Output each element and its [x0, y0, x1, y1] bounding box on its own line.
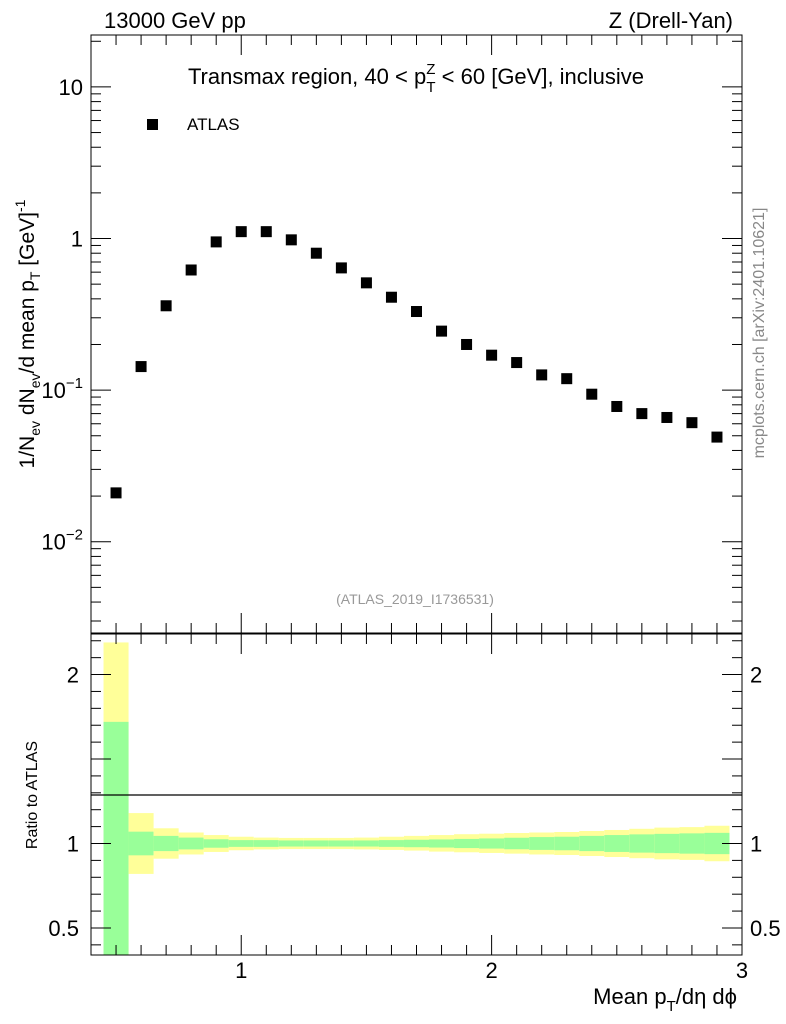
stat-uncertainty-band — [153, 835, 179, 852]
stat-uncertainty-band — [278, 840, 304, 847]
main-y-tick-label: 10−1 — [41, 375, 83, 403]
ratio-ylabel: Ratio to ATLAS — [24, 741, 41, 849]
data-point — [436, 325, 448, 337]
stat-uncertainty-band — [654, 833, 680, 854]
data-point — [260, 226, 272, 238]
ratio-y-tick-label-right: 1 — [750, 831, 762, 856]
main-ylabel: 1/Nev dNev/d mean pT [GeV]-1 — [12, 199, 43, 468]
main-marks — [110, 226, 723, 499]
data-point — [135, 361, 147, 373]
data-point — [561, 373, 573, 385]
data-point — [335, 262, 347, 274]
stat-uncertainty-band — [629, 834, 655, 853]
x-tick-label: 2 — [485, 958, 497, 983]
x-tick-label: 3 — [736, 958, 748, 983]
data-point — [486, 349, 498, 361]
ratio-panel: 2 2 1 1 0.5 0.5 1 2 3 — [48, 633, 781, 983]
data-point — [611, 400, 623, 412]
data-point — [536, 369, 548, 381]
stat-uncertainty-band — [579, 835, 605, 852]
data-point — [636, 408, 648, 420]
stat-uncertainty-band — [353, 840, 379, 847]
legend-label: ATLAS — [187, 115, 240, 134]
stat-uncertainty-band — [228, 840, 254, 847]
stat-uncertainty-band — [103, 721, 129, 955]
title-sub: T — [426, 79, 435, 96]
data-point — [586, 388, 598, 400]
data-point — [411, 306, 422, 318]
stat-uncertainty-band — [203, 839, 229, 848]
stat-uncertainty-band — [128, 831, 154, 856]
header-right: Z (Drell-Yan) — [609, 8, 733, 33]
data-point — [210, 236, 222, 248]
ratio-y-tick-label-left: 1 — [67, 831, 79, 856]
data-point — [110, 487, 122, 499]
header-left: 13000 GeV pp — [104, 8, 246, 33]
main-y-tick-label: 10 — [59, 75, 83, 100]
stat-uncertainty-band — [328, 840, 354, 847]
data-point — [310, 247, 322, 259]
analysis-reference: (ATLAS_2019_I1736531) — [336, 591, 494, 607]
data-point — [285, 234, 297, 246]
data-point — [686, 417, 698, 429]
main-y-tick-label: 1 — [71, 227, 83, 252]
main-ticks: 10 1 10−1 10−2 — [41, 35, 743, 633]
legend-marker — [147, 119, 158, 130]
main-title: Transmax region, 40 < pZ T < 60 [GeV], in… — [188, 61, 644, 96]
ratio-bands — [103, 642, 730, 955]
data-point — [711, 431, 723, 443]
ratio-y-tick-label-left: 2 — [67, 663, 79, 688]
stat-uncertainty-band — [604, 835, 630, 852]
stat-uncertainty-band — [479, 838, 505, 849]
data-point — [360, 277, 372, 289]
stat-uncertainty-band — [554, 836, 580, 851]
data-point — [160, 300, 172, 312]
stat-uncertainty-band — [303, 840, 329, 847]
stat-uncertainty-band — [253, 840, 279, 847]
stat-uncertainty-band — [679, 833, 705, 854]
ratio-ticks: 2 2 1 1 0.5 0.5 1 2 3 — [48, 634, 781, 983]
stat-uncertainty-band — [504, 837, 530, 850]
data-point — [385, 291, 397, 303]
stat-uncertainty-band — [429, 839, 455, 848]
title-sup: Z — [426, 61, 435, 78]
main-panel: 10 1 10−1 10−2 — [41, 34, 743, 634]
x-axis-label: Mean pT/dη dϕ — [593, 984, 737, 1015]
ratio-y-tick-label-right: 0.5 — [750, 916, 781, 941]
stat-uncertainty-band — [529, 837, 555, 850]
stat-uncertainty-band — [178, 837, 204, 850]
side-label: mcplots.cern.ch [arXiv:2401.10621] — [751, 208, 768, 459]
stat-uncertainty-band — [454, 838, 480, 849]
x-tick-label: 1 — [235, 958, 247, 983]
ratio-y-tick-label-right: 2 — [750, 663, 762, 688]
data-point — [235, 226, 247, 238]
data-point — [511, 357, 523, 369]
ratio-y-tick-label-left: 0.5 — [48, 916, 79, 941]
stat-uncertainty-band — [378, 840, 404, 847]
data-point — [185, 264, 197, 276]
stat-uncertainty-band — [403, 839, 430, 848]
data-point — [461, 338, 473, 350]
data-point — [661, 411, 673, 423]
main-y-tick-label: 10−2 — [41, 527, 83, 555]
stat-uncertainty-band — [704, 832, 730, 855]
